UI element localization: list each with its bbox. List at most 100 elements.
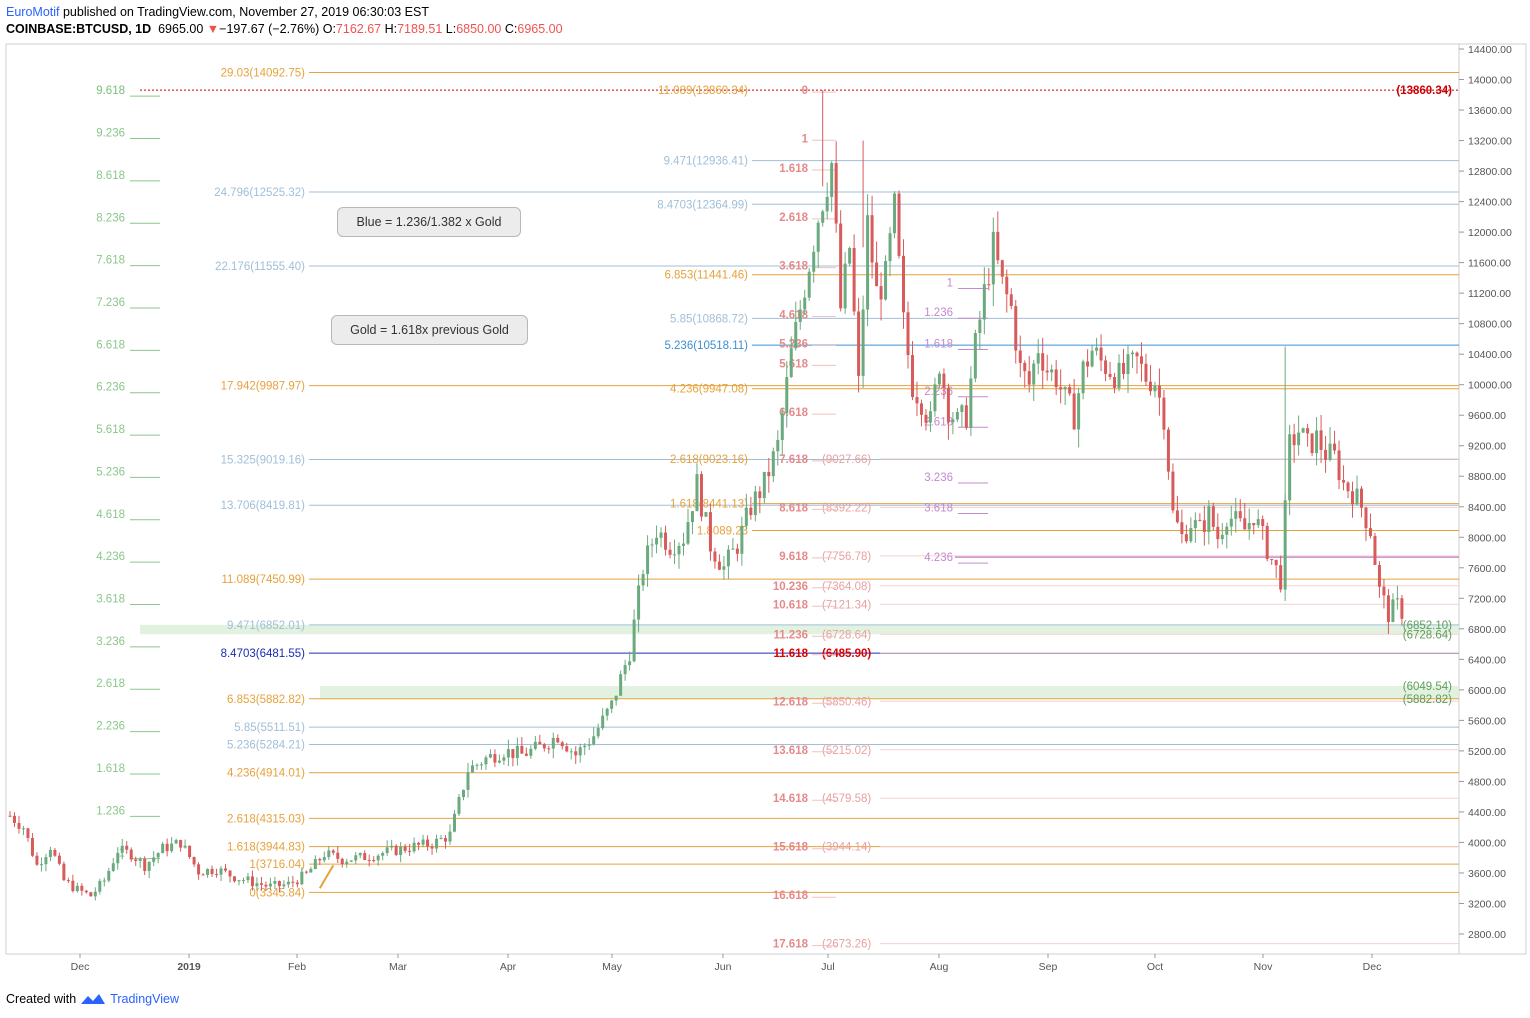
- y-tick-label: 6400.00: [1468, 654, 1506, 666]
- green-fib-label: 7.618: [96, 255, 125, 267]
- green-fib-label: 4.618: [96, 509, 125, 521]
- candle-up: [762, 471, 766, 499]
- candle-down: [277, 881, 281, 887]
- candle-down: [924, 414, 928, 423]
- candle-down: [8, 815, 12, 817]
- candle-up: [376, 855, 380, 861]
- tradingview-link[interactable]: TradingView: [110, 992, 179, 1006]
- candle-up: [457, 797, 461, 814]
- purple-fib-label: 1.618: [924, 338, 953, 350]
- candle-down: [192, 857, 196, 865]
- candle-up: [771, 451, 775, 477]
- candle-up: [21, 828, 25, 830]
- candle-up: [349, 860, 353, 862]
- candle-up: [753, 491, 757, 516]
- candle-down: [143, 858, 147, 871]
- candle-up: [1081, 361, 1085, 394]
- right-price-label: (5882.82): [1403, 694, 1452, 706]
- x-tick-label: Jul: [821, 961, 834, 973]
- candle-down: [336, 852, 340, 859]
- candle-up: [843, 263, 847, 309]
- pink-fib-label: 4.618: [779, 310, 808, 322]
- candle-down: [1351, 491, 1355, 505]
- symbol-label: COINBASE:BTCUSD, 1D: [6, 22, 152, 36]
- pink-fib-value: (7364.08): [822, 581, 871, 593]
- candle-up: [421, 839, 425, 845]
- fib-label: 5.236(5284.21): [227, 739, 305, 751]
- pink-fib-label: 3.618: [779, 261, 808, 273]
- x-tick-label: Oct: [1147, 961, 1163, 973]
- candle-down: [565, 746, 569, 752]
- candle-down: [1157, 385, 1161, 398]
- green-fib-label: 8.236: [96, 212, 125, 224]
- candle-down: [1099, 347, 1103, 361]
- pink-fib-label: 16.618: [773, 890, 809, 902]
- candle-up: [98, 880, 102, 892]
- candle-up: [605, 708, 609, 716]
- candle-up: [928, 411, 932, 423]
- candle-down: [767, 471, 771, 477]
- price-chart[interactable]: 14400.0014000.0013600.0013200.0012800.00…: [0, 0, 1530, 990]
- fib-label: 5.236(10518.11): [664, 340, 748, 352]
- x-tick-label: Mar: [389, 961, 408, 973]
- candle-up: [241, 880, 245, 882]
- candle-up: [794, 321, 798, 349]
- gold-annotation[interactable]: Gold = 1.618x previous Gold: [331, 315, 528, 345]
- candle-down: [1054, 369, 1058, 388]
- candle-down: [1319, 430, 1323, 450]
- pink-fib-label: 10.236: [773, 581, 808, 593]
- purple-fib-label: 3.618: [924, 503, 953, 515]
- y-tick-label: 6800.00: [1468, 624, 1506, 636]
- candle-up: [551, 737, 555, 749]
- candle-up: [1050, 369, 1054, 373]
- candle-up: [1225, 526, 1229, 535]
- candle-up: [268, 883, 272, 887]
- candle-down: [89, 892, 93, 897]
- candle-up: [435, 838, 439, 849]
- candle-up: [529, 748, 533, 756]
- fib-label: 11.089(13860.34): [658, 85, 748, 97]
- candle-up: [102, 880, 106, 882]
- candle-down: [1292, 434, 1296, 446]
- pink-fib-value: (5215.02): [822, 745, 871, 757]
- candle-up: [830, 163, 834, 197]
- y-tick-label: 12000.00: [1468, 227, 1512, 239]
- y-tick-label: 9600.00: [1468, 410, 1506, 422]
- candle-down: [717, 561, 721, 570]
- fib-label: 29.03(14092.75): [221, 67, 306, 79]
- green-fib-label: 1.618: [96, 763, 125, 775]
- pink-fib-label: 11.618: [773, 648, 808, 660]
- candle-down: [839, 223, 843, 309]
- y-tick-label: 10000.00: [1468, 380, 1512, 392]
- blue-annotation[interactable]: Blue = 1.236/1.382 x Gold: [337, 207, 521, 237]
- candle-down: [1346, 482, 1350, 492]
- pink-fib-value: (7121.34): [822, 599, 871, 611]
- candle-down: [946, 387, 950, 423]
- candle-up: [313, 858, 317, 870]
- candle-down: [1238, 511, 1242, 519]
- author-link[interactable]: EuroMotif: [6, 5, 60, 19]
- fib-label: 9.471(12936.41): [664, 156, 749, 168]
- pink-fib-label: 13.618: [773, 745, 809, 757]
- candle-up: [1395, 598, 1399, 600]
- candle-down: [1171, 471, 1175, 511]
- candle-down: [30, 837, 34, 856]
- fib-label: 0(3345.84): [249, 887, 305, 899]
- candle-up: [632, 619, 636, 662]
- candle-up: [583, 745, 587, 748]
- candle-down: [1059, 387, 1063, 390]
- candle-down: [1382, 586, 1386, 596]
- candle-up: [1297, 432, 1301, 446]
- green-fib-label: 5.618: [96, 424, 125, 436]
- fib-label: 17.942(9987.97): [221, 381, 306, 393]
- candle-down: [372, 860, 376, 862]
- candle-down: [749, 507, 753, 516]
- candle-down: [1009, 294, 1013, 307]
- candle-down: [1337, 450, 1341, 481]
- candle-up: [453, 813, 457, 832]
- candle-up: [592, 736, 596, 745]
- candle-down: [417, 842, 421, 845]
- candle-down: [233, 876, 236, 882]
- created-with-text: Created with: [6, 992, 77, 1006]
- fib-label: 8.4703(6481.55): [221, 648, 306, 660]
